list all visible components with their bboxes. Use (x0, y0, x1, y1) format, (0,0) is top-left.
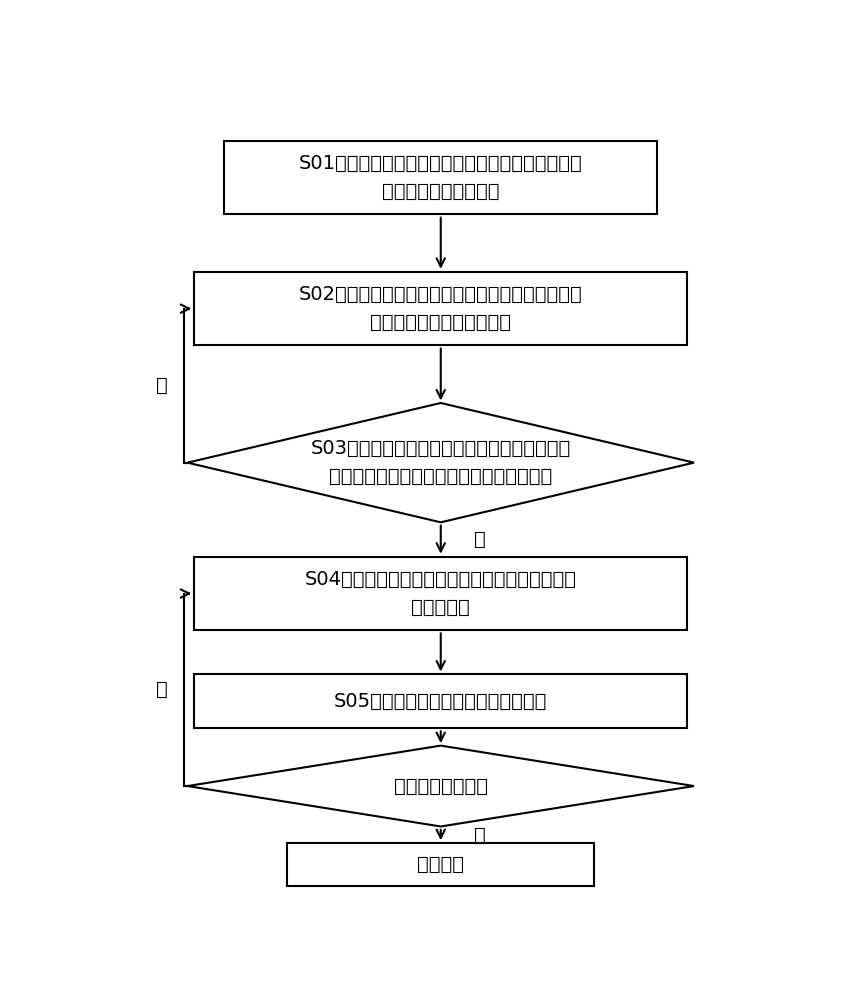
Text: 是: 是 (474, 825, 486, 844)
Text: 满足版图设计规则: 满足版图设计规则 (394, 777, 488, 796)
Text: S05：对绘制的版图进行设计规则检查: S05：对绘制的版图进行设计规则检查 (334, 692, 548, 711)
Text: 绘制完成: 绘制完成 (417, 855, 464, 874)
Bar (194, 272, 687, 345)
Bar (194, 674, 687, 728)
Polygon shape (187, 746, 694, 826)
Bar (287, 843, 594, 886)
Text: S03：对差分电路中各器件进行拆分并检查拆分
后的器件是否满足电路设计规则的参数要求: S03：对差分电路中各器件进行拆分并检查拆分 后的器件是否满足电路设计规则的参数… (310, 439, 571, 486)
Polygon shape (187, 403, 694, 522)
Text: S04：由版图设计者手工依据所述差分电路的原理
图绘制版图: S04：由版图设计者手工依据所述差分电路的原理 图绘制版图 (304, 570, 577, 617)
Text: 否: 否 (156, 680, 168, 699)
Bar (194, 557, 687, 630)
Text: S02：依靠该差分电路的原理图进行电路功能仿真，
确定差分电路中各器件尺寸: S02：依靠该差分电路的原理图进行电路功能仿真， 确定差分电路中各器件尺寸 (299, 285, 582, 332)
Text: 是: 是 (474, 530, 486, 549)
Text: S01：由电路设计者设计差分电路中各器件的尺寸，
绘制差分电路的原理图: S01：由电路设计者设计差分电路中各器件的尺寸， 绘制差分电路的原理图 (299, 154, 582, 201)
Text: 否: 否 (156, 376, 168, 395)
Bar (224, 141, 657, 214)
